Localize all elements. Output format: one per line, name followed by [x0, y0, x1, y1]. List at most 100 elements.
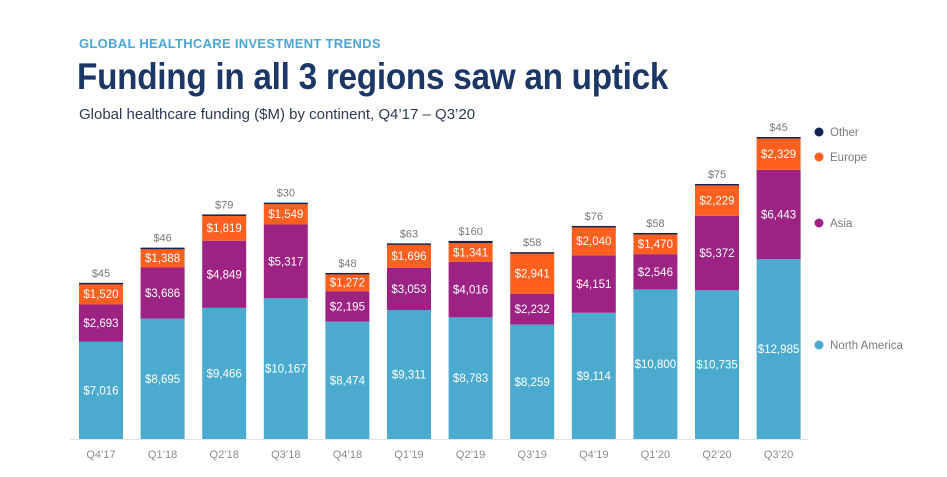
data-label: $4,151	[576, 279, 611, 291]
data-label-other: $45	[769, 122, 787, 134]
data-label: $10,167	[265, 364, 307, 376]
bar-asia	[387, 267, 431, 311]
data-label: $3,686	[145, 288, 180, 300]
bar-other	[756, 137, 801, 139]
data-label: $2,229	[699, 195, 734, 207]
bar-asia	[448, 261, 493, 318]
bar-europe	[633, 233, 678, 255]
bar-asia	[263, 224, 308, 299]
chart-kicker: GLOBAL HEALTHCARE INVESTMENT TRENDS	[79, 36, 381, 51]
data-label: $8,474	[330, 375, 366, 387]
data-label: $5,372	[699, 248, 734, 260]
bar-europe	[571, 226, 616, 256]
data-label: $8,783	[453, 373, 488, 385]
data-label: $1,549	[268, 209, 303, 221]
data-label: $9,311	[392, 370, 426, 382]
bar-other	[263, 202, 308, 205]
bar-europe	[140, 248, 185, 268]
data-label-other: $160	[458, 226, 482, 238]
data-label: $2,329	[761, 149, 796, 161]
legend-label: Other	[830, 127, 859, 139]
bar-europe	[263, 203, 308, 225]
bar-north-america	[633, 289, 678, 439]
data-label: $1,272	[330, 277, 365, 289]
bar-asia	[79, 304, 123, 342]
chart-title: Funding in all 3 regions saw an uptick	[77, 56, 669, 97]
x-tick-label: Q4’18	[333, 449, 362, 461]
bar-north-america	[448, 317, 493, 439]
bar-north-america	[510, 324, 555, 439]
legend-marker	[814, 152, 824, 162]
bar-north-america	[140, 318, 185, 439]
bar-other	[79, 282, 123, 285]
legend-label: Europe	[830, 152, 867, 164]
x-tick-label: Q4’17	[86, 449, 115, 461]
data-label: $8,695	[145, 374, 180, 386]
data-label: $6,443	[761, 210, 796, 222]
bar-asia	[325, 291, 370, 322]
data-label-other: $63	[400, 228, 418, 240]
bar-asia	[633, 254, 678, 290]
x-tick-label: Q2’18	[210, 449, 239, 461]
legend-marker	[814, 127, 824, 137]
legend-marker	[814, 340, 824, 350]
data-label-other: $45	[92, 268, 110, 280]
bar-europe	[756, 137, 801, 170]
bar-north-america	[571, 312, 616, 439]
data-label: $2,040	[576, 236, 611, 248]
bar-asia	[510, 293, 555, 325]
bar-north-america	[387, 310, 431, 439]
bar-asia	[571, 255, 616, 313]
data-label: $9,466	[207, 368, 242, 380]
data-label-other: $58	[523, 237, 541, 249]
bar-north-america	[79, 341, 123, 439]
data-label: $1,388	[145, 253, 180, 265]
x-tick-label: Q1’20	[641, 449, 670, 461]
bar-asia	[695, 215, 739, 291]
data-label: $2,195	[330, 301, 365, 313]
data-label: $2,546	[638, 267, 673, 279]
bar-north-america	[202, 307, 247, 439]
data-label: $1,341	[453, 247, 488, 259]
bar-other	[571, 225, 616, 228]
chart-subtitle: Global healthcare funding ($M) by contin…	[79, 106, 476, 123]
data-label: $9,114	[577, 371, 612, 383]
bar-other	[325, 272, 370, 275]
bar-other	[140, 247, 185, 250]
bar-other	[448, 240, 493, 244]
data-label: $3,053	[391, 284, 426, 296]
data-label: $10,735	[696, 360, 738, 372]
bar-europe	[325, 273, 370, 292]
x-tick-label: Q3’18	[271, 449, 300, 461]
bar-other	[202, 214, 247, 216]
bar-asia	[202, 240, 247, 308]
bar-asia	[756, 169, 801, 260]
bar-asia	[140, 267, 185, 319]
data-label-other: $46	[153, 233, 171, 245]
data-label: $10,800	[635, 359, 677, 371]
x-tick-label: Q2’19	[456, 449, 485, 461]
bar-north-america	[756, 259, 801, 439]
bar-europe	[202, 215, 247, 241]
data-label: $2,232	[515, 304, 550, 316]
data-label-other: $76	[585, 211, 603, 223]
x-tick-label: Q4’19	[579, 449, 608, 461]
bar-europe	[695, 185, 739, 216]
data-label: $4,016	[453, 285, 488, 297]
data-label: $1,819	[207, 223, 242, 235]
data-label: $2,693	[83, 318, 118, 330]
data-label-other: $75	[708, 169, 726, 181]
data-label: $12,985	[758, 344, 800, 356]
data-label: $1,696	[391, 251, 426, 263]
x-tick-label: Q3’19	[518, 449, 547, 461]
x-tick-label: Q1’19	[394, 449, 423, 461]
bar-other	[695, 183, 739, 186]
x-tick-label: Q1’18	[148, 449, 177, 461]
data-label: $4,849	[207, 269, 242, 281]
bar-europe	[79, 283, 123, 305]
x-tick-label: Q3’20	[764, 449, 793, 461]
legend-label: North America	[830, 340, 903, 352]
data-label-other: $79	[215, 199, 233, 211]
data-label: $1,470	[638, 239, 673, 251]
